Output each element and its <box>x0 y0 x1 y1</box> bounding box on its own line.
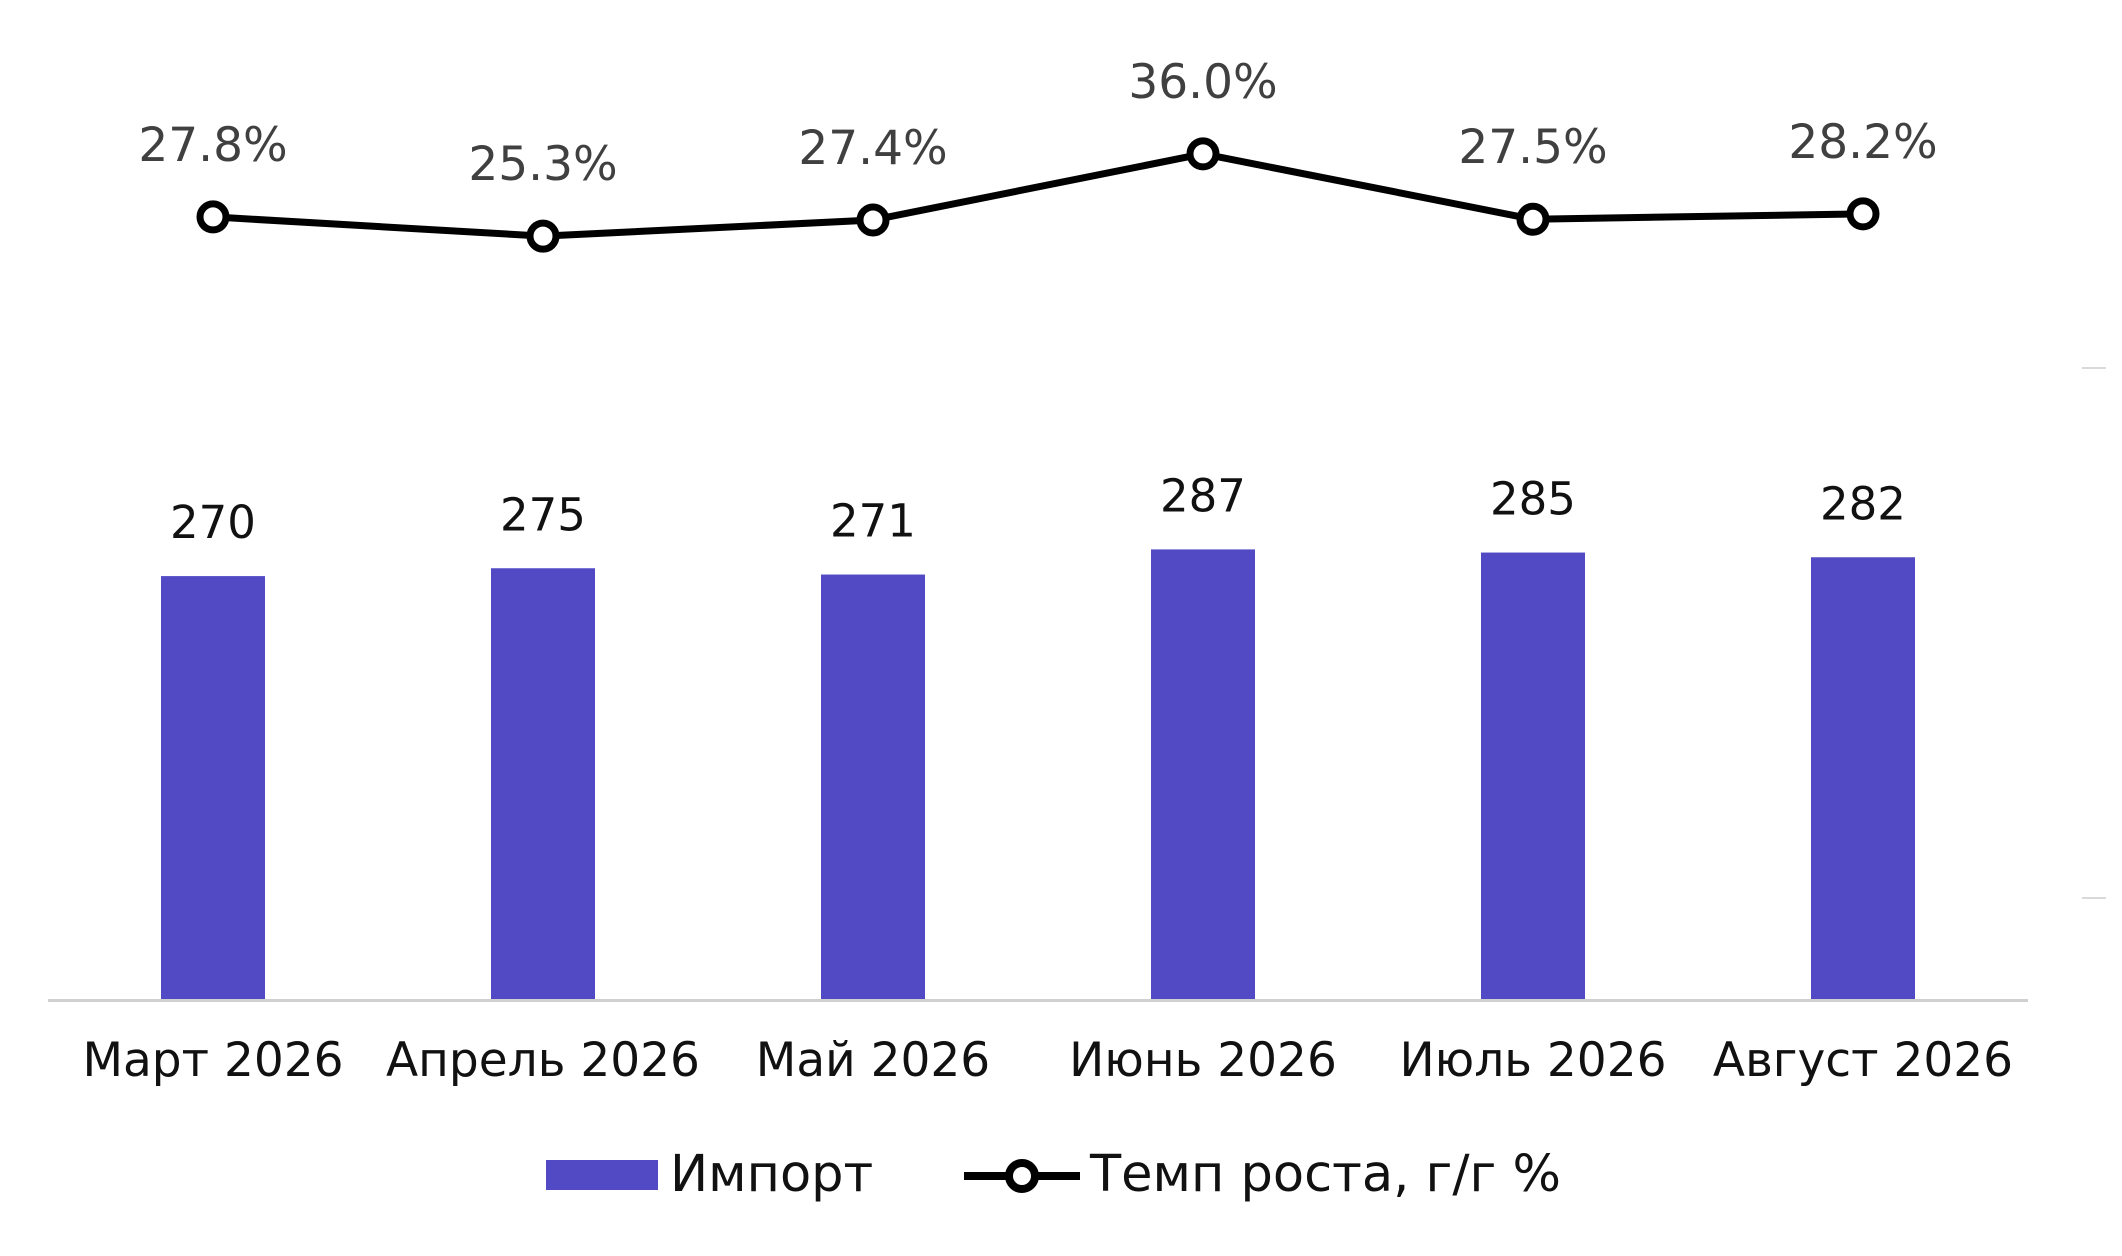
bar-4 <box>1151 549 1255 1000</box>
x-tick-label-5: Июль 2026 <box>1399 1033 1666 1088</box>
legend-label-growth: Темп роста, г/г % <box>1089 1145 1561 1204</box>
growth-value-label-4: 36.0% <box>1128 55 1277 110</box>
bar-1 <box>161 576 265 1000</box>
growth-point-3 <box>856 203 890 237</box>
labels-layer: 270 275 271 287 285 282 27.8% 25.3% 27.4% 36.0% 27… <box>138 55 1937 549</box>
axis-layer: Март 2026 Апрель 2026 Май 2026 Июнь 2026 Июл… <box>48 367 2106 1088</box>
growth-point-6 <box>1846 197 1880 231</box>
growth-value-label-3: 27.4% <box>798 121 947 176</box>
legend: Импорт Темп роста, г/г % <box>546 1145 1561 1204</box>
x-tick-label-3: Май 2026 <box>756 1033 990 1088</box>
bar-6 <box>1811 557 1915 1000</box>
bar-value-label-5: 285 <box>1490 473 1576 526</box>
growth-point-5 <box>1516 202 1550 236</box>
growth-value-label-1: 27.8% <box>138 118 287 173</box>
x-tick-label-2: Апрель 2026 <box>386 1033 700 1088</box>
legend-marker-growth <box>1005 1159 1039 1193</box>
x-tick-label-6: Август 2026 <box>1713 1033 2013 1088</box>
bar-3 <box>821 574 925 1000</box>
growth-value-label-6: 28.2% <box>1788 115 1937 170</box>
growth-value-label-5: 27.5% <box>1458 120 1607 175</box>
growth-point-1 <box>196 200 230 234</box>
bar-value-label-2: 275 <box>500 488 586 541</box>
bar-value-label-4: 287 <box>1160 469 1246 522</box>
bars-layer <box>161 549 1915 1000</box>
bar-5 <box>1481 552 1585 1000</box>
line-layer <box>196 137 1880 253</box>
growth-point-2 <box>526 219 560 253</box>
bar-value-label-6: 282 <box>1820 477 1906 530</box>
legend-label-import: Импорт <box>670 1145 873 1204</box>
bar-value-label-1: 270 <box>170 496 256 549</box>
growth-point-4 <box>1186 137 1220 171</box>
x-tick-label-4: Июнь 2026 <box>1069 1033 1337 1088</box>
legend-swatch-import <box>546 1160 658 1190</box>
bar-2 <box>491 568 595 1000</box>
bar-value-label-3: 271 <box>830 495 916 548</box>
growth-line <box>212 150 1864 240</box>
x-tick-label-1: Март 2026 <box>82 1033 343 1088</box>
growth-value-label-2: 25.3% <box>468 137 617 192</box>
